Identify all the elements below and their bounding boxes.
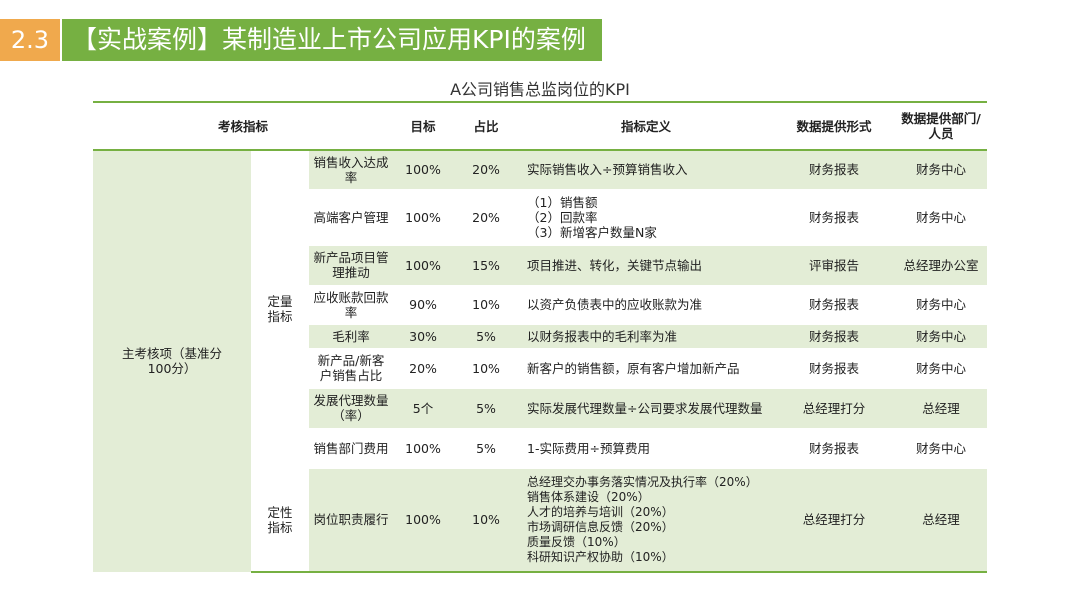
data-form-cell: 总经理打分 bbox=[773, 468, 896, 573]
kpi-name-cell: 新产品/新客户销售占比 bbox=[309, 348, 394, 389]
table-row: 主考核项（基准分100分） 定量指标 销售收入达成率 100% 20% 实际销售… bbox=[93, 150, 988, 573]
data-form-cell: 财务报表 bbox=[773, 324, 896, 349]
data-form-cell: 财务报表 bbox=[773, 150, 896, 190]
data-dept-cell: 财务中心 bbox=[895, 428, 988, 469]
data-dept-cell: 总经理 bbox=[895, 388, 988, 429]
weight-cell: 5% bbox=[453, 388, 520, 429]
data-dept-cell: 财务中心 bbox=[895, 189, 988, 246]
definition-cell: 项目推进、转化，关键节点输出 bbox=[519, 245, 774, 286]
data-form-cell: 评审报告 bbox=[773, 245, 896, 286]
definition-line: 质量反馈（10%） bbox=[527, 534, 626, 549]
data-dept-cell: 财务中心 bbox=[895, 348, 988, 389]
group-quantitative-cell: 定量指标 bbox=[251, 150, 309, 469]
weight-cell: 15% bbox=[453, 245, 520, 286]
definition-line: 实际销售收入÷预算销售收入 bbox=[527, 162, 688, 178]
definition-line: 以财务报表中的毛利率为准 bbox=[527, 328, 678, 344]
definition-line: 销售体系建设（20%） bbox=[527, 489, 650, 504]
definition-line: 新客户的销售额，原有客户增加新产品 bbox=[527, 360, 740, 376]
data-dept-cell: 总经理 bbox=[895, 468, 988, 573]
definition-line: （3）新增客户数量N家 bbox=[527, 224, 657, 240]
kpi-name-cell: 高端客户管理 bbox=[309, 189, 394, 246]
definition-line: 总经理交办事务落实情况及执行率（20%） bbox=[527, 474, 758, 489]
kpi-name-cell: 新产品项目管理推动 bbox=[309, 245, 394, 286]
kpi-name-cell: 发展代理数量（率） bbox=[309, 388, 394, 429]
col-header-weight: 占比 bbox=[453, 101, 520, 151]
main-category-cell: 主考核项（基准分100分） bbox=[93, 150, 251, 573]
table-header-row: 考核指标 目标 占比 指标定义 数据提供形式 数据提供部门/人员 bbox=[93, 101, 988, 151]
data-dept-cell: 总经理办公室 bbox=[895, 245, 988, 286]
table-caption: A公司销售总监岗位的KPI bbox=[450, 80, 630, 99]
definition-line: （2）回款率 bbox=[527, 209, 598, 225]
target-cell: 100% bbox=[393, 428, 454, 469]
target-cell: 100% bbox=[393, 150, 454, 190]
definition-cell: 新客户的销售额，原有客户增加新产品 bbox=[519, 348, 774, 389]
target-cell: 20% bbox=[393, 348, 454, 389]
kpi-name-cell: 销售收入达成率 bbox=[309, 150, 394, 190]
col-header-definition: 指标定义 bbox=[519, 101, 774, 151]
definition-line: （1）销售额 bbox=[527, 194, 598, 210]
data-form-cell: 财务报表 bbox=[773, 285, 896, 325]
definition-cell: 实际发展代理数量÷公司要求发展代理数量 bbox=[519, 388, 774, 429]
col-header-data-dept: 数据提供部门/人员 bbox=[895, 101, 988, 151]
definition-cell: 1-实际费用÷预算费用 bbox=[519, 428, 774, 469]
target-cell: 100% bbox=[393, 245, 454, 286]
weight-cell: 10% bbox=[453, 285, 520, 325]
kpi-name-cell: 销售部门费用 bbox=[309, 428, 394, 469]
data-form-cell: 财务报表 bbox=[773, 428, 896, 469]
table-row: 新产品/新客户销售占比 20% 10% 新客户的销售额，原有客户增加新产品 财务… bbox=[93, 348, 988, 389]
definition-cell: 实际销售收入÷预算销售收入 bbox=[519, 150, 774, 190]
definition-cell: 总经理交办事务落实情况及执行率（20%） 销售体系建设（20%） 人才的培养与培… bbox=[519, 468, 774, 573]
definition-line: 市场调研信息反馈（20%） bbox=[527, 519, 674, 534]
data-dept-cell: 财务中心 bbox=[895, 150, 988, 190]
data-dept-cell: 财务中心 bbox=[895, 324, 988, 349]
definition-line: 人才的培养与培训（20%） bbox=[527, 504, 674, 519]
target-cell: 100% bbox=[393, 189, 454, 246]
kpi-name-cell: 毛利率 bbox=[309, 324, 394, 349]
weight-cell: 10% bbox=[453, 468, 520, 573]
data-form-cell: 总经理打分 bbox=[773, 388, 896, 429]
section-header: 2.3 【实战案例】某制造业上市公司应用KPI的案例 bbox=[0, 19, 602, 61]
section-number: 2.3 bbox=[0, 19, 60, 61]
kpi-table: 考核指标 目标 占比 指标定义 数据提供形式 数据提供部门/人员 主考核项（基准… bbox=[93, 101, 988, 573]
definition-cell: 以财务报表中的毛利率为准 bbox=[519, 324, 774, 349]
col-header-data-form: 数据提供形式 bbox=[773, 101, 896, 151]
definition-line: 实际发展代理数量÷公司要求发展代理数量 bbox=[527, 400, 763, 416]
weight-cell: 5% bbox=[453, 324, 520, 349]
target-cell: 100% bbox=[393, 468, 454, 573]
definition-line: 1-实际费用÷预算费用 bbox=[527, 440, 650, 456]
data-form-cell: 财务报表 bbox=[773, 189, 896, 246]
weight-cell: 10% bbox=[453, 348, 520, 389]
table-row: 高端客户管理 100% 20% （1）销售额 （2）回款率 （3）新增客户数量N… bbox=[93, 189, 988, 246]
definition-line: 科研知识产权协助（10%） bbox=[527, 549, 674, 564]
target-cell: 90% bbox=[393, 285, 454, 325]
definition-line: 项目推进、转化，关键节点输出 bbox=[527, 257, 703, 273]
weight-cell: 5% bbox=[453, 428, 520, 469]
section-title: 【实战案例】某制造业上市公司应用KPI的案例 bbox=[62, 19, 602, 61]
target-cell: 5个 bbox=[393, 388, 454, 429]
kpi-name-cell: 应收账款回款率 bbox=[309, 285, 394, 325]
col-header-target: 目标 bbox=[393, 101, 454, 151]
weight-cell: 20% bbox=[453, 150, 520, 190]
weight-cell: 20% bbox=[453, 189, 520, 246]
kpi-name-cell: 岗位职责履行 bbox=[309, 468, 394, 573]
definition-cell: （1）销售额 （2）回款率 （3）新增客户数量N家 bbox=[519, 189, 774, 246]
target-cell: 30% bbox=[393, 324, 454, 349]
group-qualitative-cell: 定性指标 bbox=[251, 468, 309, 573]
data-dept-cell: 财务中心 bbox=[895, 285, 988, 325]
definition-line: 以资产负债表中的应收账款为准 bbox=[527, 297, 703, 312]
definition-cell: 以资产负债表中的应收账款为准 bbox=[519, 285, 774, 325]
data-form-cell: 财务报表 bbox=[773, 348, 896, 389]
col-header-kpi: 考核指标 bbox=[93, 101, 394, 151]
